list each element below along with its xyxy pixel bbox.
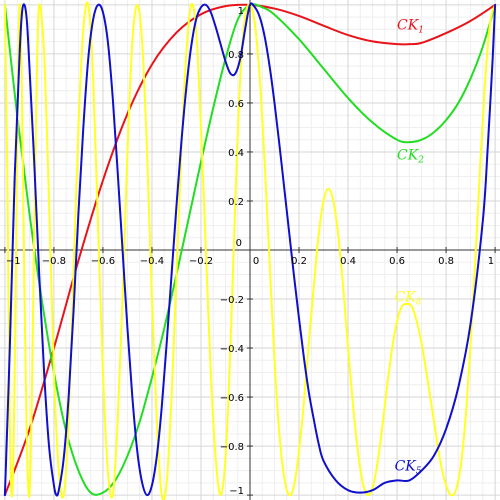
series-label-sub: 1 <box>418 25 424 35</box>
y-tick-label: −0.6 <box>220 393 244 404</box>
series-label-sub: 8 <box>416 297 422 307</box>
series-layer <box>3 1 497 500</box>
x-tick-label: −0.8 <box>42 256 66 267</box>
y-tick-label: 0.4 <box>228 148 244 159</box>
y-tick-label: 0.8 <box>228 50 244 61</box>
x-tick-label: 0.4 <box>340 256 356 267</box>
series-label-ck2: CK2 <box>397 147 424 165</box>
series-line-ck5 <box>3 2 497 497</box>
y-tick-label: 0.6 <box>228 99 244 110</box>
x-tick-label: −1 <box>6 256 21 267</box>
y-tick-label: −0.8 <box>220 442 244 453</box>
series-label-sub: 2 <box>417 155 424 165</box>
y-tick-label: 0.2 <box>228 197 244 208</box>
x-tick-label: 0.8 <box>438 256 454 267</box>
y-tick-labels: −1 −0.8 −0.6 −0.4 −0.2 0 0.2 0.4 0.6 0.8 1 <box>220 6 244 497</box>
series-label-sub: 5 <box>416 467 422 477</box>
x-tick-label: 0.2 <box>291 256 307 267</box>
y-tick-label: 0 <box>236 238 242 249</box>
x-tick-labels: −1 −0.8 −0.6 −0.4 −0.2 0 0.2 0.4 0.6 0.8 1 <box>6 256 494 267</box>
x-tick-label: 1 <box>488 256 494 267</box>
x-tick-label: −0.6 <box>91 256 115 267</box>
x-tick-label: 0.6 <box>389 256 405 267</box>
x-tick-label: 0 <box>253 256 259 267</box>
y-tick-label: −1 <box>229 486 244 497</box>
series-label-main: CK <box>395 459 418 475</box>
series-label-main: CK <box>395 289 418 305</box>
series-label-ck8: CK8 <box>395 289 422 307</box>
x-tick-label: −0.2 <box>189 256 213 267</box>
series-label-main: CK <box>397 17 420 33</box>
x-tick-label: −0.4 <box>140 256 164 267</box>
series-label-ck5: CK5 <box>395 459 422 477</box>
series-label-main: CK <box>397 147 420 163</box>
series-line-ck8 <box>3 1 497 500</box>
y-tick-label: −0.2 <box>220 295 244 306</box>
y-tick-label: 1 <box>238 6 244 17</box>
y-tick-label: −0.4 <box>220 344 244 355</box>
series-label-ck1: CK1 <box>397 17 424 35</box>
